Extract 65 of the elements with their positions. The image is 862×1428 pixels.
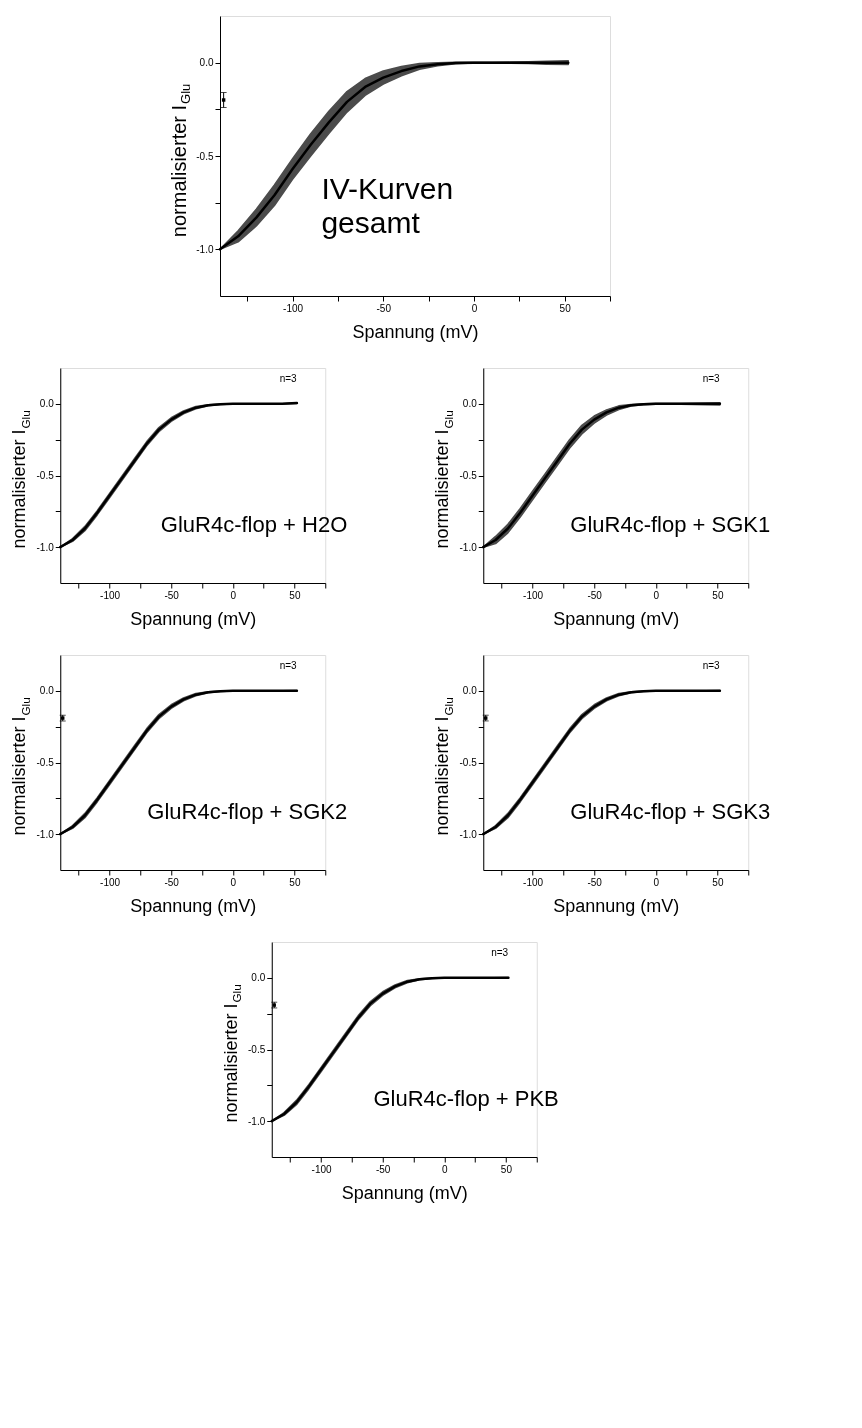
y-tick-label: 0.0 [462,685,478,697]
y-tick-label: -1.0 [36,828,55,840]
x-tick-label: 0 [230,876,237,888]
y-axis-title: normalisierter IGlu [168,83,193,238]
y-tick-label: 0.0 [251,972,266,984]
y-tick-label: -0.5 [459,470,478,481]
annotation: n=3 [491,946,509,958]
x-tick-label: -100 [311,1163,332,1175]
x-tick-label: 0 [230,589,237,601]
x-tick-label: -50 [587,876,603,888]
y-tick-label: 0.0 [39,398,55,410]
x-axis-title: Spannung (mV) [130,608,257,629]
y-tick-label: -0.5 [36,757,55,768]
y-tick-label: -0.5 [196,150,214,162]
x-axis-title: Spannung (mV) [352,321,479,342]
x-axis-title: Spannung (mV) [130,895,257,916]
x-tick-label: 50 [289,589,301,601]
x-tick-label: 50 [559,302,572,314]
y-tick-label: 0.0 [462,398,478,410]
annotation: n=3 [279,659,298,671]
y-tick-label: -1.0 [459,828,478,840]
y-tick-label: 0.0 [199,57,214,69]
x-tick-label: -50 [587,589,603,601]
x-tick-label: 0 [653,876,660,888]
x-tick-label: 50 [712,589,724,601]
y-axis-title: normalisierter IGlu [220,984,244,1123]
annotation: n=3 [702,659,721,671]
x-tick-label: -100 [523,589,544,601]
annotation: GluR4c-flop + SGK3 [570,798,771,824]
y-axis-title: normalisierter IGlu [432,410,455,549]
y-axis-title: normalisierter IGlu [432,697,455,836]
y-tick-label: -1.0 [459,541,478,553]
annotation: IV-Kurven gesamt [321,171,454,240]
annotation: GluR4c-flop + PKB [373,1085,559,1111]
x-tick-label: -50 [164,876,180,888]
y-tick-label: -1.0 [248,1115,266,1127]
y-tick-label: 0.0 [39,685,55,697]
x-tick-label: -50 [376,302,392,314]
y-axis-title: normalisierter IGlu [9,697,32,836]
annotation: GluR4c-flop + SGK2 [147,798,348,824]
x-tick-label: 0 [471,302,478,314]
x-axis-title: Spannung (mV) [553,608,680,629]
x-axis-title: Spannung (mV) [341,1182,468,1203]
x-tick-label: 0 [653,589,660,601]
x-tick-label: 0 [442,1163,449,1175]
y-tick-label: -0.5 [459,757,478,768]
annotation: n=3 [702,372,721,384]
annotation: GluR4c-flop + SGK1 [570,511,771,537]
y-tick-label: -0.5 [36,470,55,481]
x-axis-title: Spannung (mV) [553,895,680,916]
y-tick-label: -1.0 [196,243,214,255]
x-tick-label: -100 [523,876,544,888]
x-tick-label: -100 [100,876,121,888]
x-tick-label: -50 [375,1163,391,1175]
annotation: n=3 [279,372,298,384]
annotation: GluR4c-flop + H2O [160,511,348,537]
x-tick-label: -50 [164,589,180,601]
y-tick-label: -1.0 [36,541,55,553]
y-tick-label: -0.5 [248,1044,266,1055]
x-tick-label: -100 [283,302,304,314]
x-tick-label: -100 [100,589,121,601]
x-tick-label: 50 [712,876,724,888]
x-tick-label: 50 [289,876,301,888]
x-tick-label: 50 [500,1163,513,1175]
y-axis-title: normalisierter IGlu [9,410,32,549]
